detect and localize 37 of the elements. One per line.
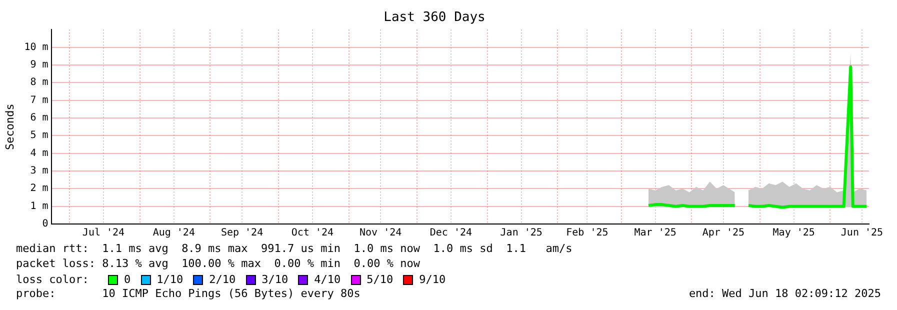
x-tick-label: Jun '25 xyxy=(840,228,884,239)
x-tick-label: Feb '25 xyxy=(566,228,608,239)
text: end: Wed Jun 18 02:09:12 2025 xyxy=(688,287,881,302)
y-tick-label: 2 m xyxy=(30,183,48,194)
text: 1/10 xyxy=(156,273,184,286)
y-tick-label: 0 xyxy=(42,218,48,230)
y-tick-label: 8 m xyxy=(30,77,48,88)
x-tick-label: Aug '24 xyxy=(152,228,195,239)
text: 0 xyxy=(124,273,131,286)
y-tick-label: 9 m xyxy=(30,60,48,71)
text: 9/10 xyxy=(419,273,446,286)
x-tick-label: Jan '25 xyxy=(500,228,542,239)
text: loss color: xyxy=(16,273,90,286)
y-tick-label: 7 m xyxy=(30,94,48,106)
x-tick-label: May '25 xyxy=(772,228,815,239)
text: probe: 10 ICMP Echo Pings (56 Bytes) every 80s xyxy=(16,287,360,302)
x-tick-label: Nov '24 xyxy=(359,228,402,239)
chart-title: Last 360 Days xyxy=(384,10,486,26)
y-tick-label: 10 m xyxy=(24,42,48,53)
text: 2/10 xyxy=(209,273,236,286)
y-tick-label: 5 m xyxy=(30,130,48,142)
x-tick-label: Mar '25 xyxy=(634,228,676,239)
y-tick-label: 4 m xyxy=(30,148,48,159)
x-tick-label: Oct '24 xyxy=(291,228,334,239)
x-tick-label: Dec '24 xyxy=(430,228,472,239)
text: 5/10 xyxy=(366,273,394,286)
y-tick-label: 6 m xyxy=(30,112,48,124)
y-tick-label: 1 m xyxy=(30,200,48,212)
text: median rtt: 1.1 ms avg 8.9 ms max 991.7 us min 1.0 ms now 1.0 ms sd 1.1 am/s xyxy=(16,242,574,257)
text: 3/10 xyxy=(262,273,288,286)
y-tick-label: 3 m xyxy=(30,166,48,177)
y-axis-title: Seconds xyxy=(3,104,16,150)
text: 4/10 xyxy=(314,273,341,286)
text: packet loss: 8.13 % avg 100.00 % max 0.00 % min 0.00 % now xyxy=(16,257,421,272)
x-tick-label: Sep '24 xyxy=(220,228,264,239)
x-tick-label: Jul '24 xyxy=(82,228,125,239)
x-tick-label: Apr '25 xyxy=(702,228,745,239)
